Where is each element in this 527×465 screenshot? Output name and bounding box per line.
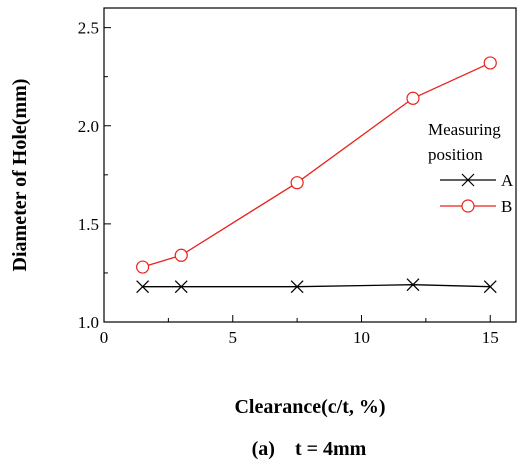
y-tick-label: 1.0 [78,313,99,332]
data-point-B [483,56,497,70]
plot-frame [103,7,517,323]
x-tick-label: 10 [353,328,370,347]
y-tick-label: 2.0 [78,117,99,136]
y-tick-label: 2.5 [78,19,99,38]
data-point-A [136,280,150,294]
marker-stroke [483,280,497,294]
legend-title-line2: position [428,145,483,164]
series-B [136,56,497,274]
data-point-B [406,91,420,105]
legend-label-B: B [501,197,512,216]
x-tick-label: 0 [100,328,109,347]
axis-ticks: 0 5 10 15 1.0 1.5 2.0 2.5 [78,19,499,347]
y-tick-label: 1.5 [78,215,99,234]
plot-border [103,7,517,323]
x-tick-label: 5 [229,328,238,347]
figure-caption: (a) t = 4mm [252,438,367,460]
x-tick-label: 15 [482,328,499,347]
legend-marker-B [461,199,475,213]
series-line-B [142,62,491,268]
marker-stroke [290,280,304,294]
y-axis-label: Diameter of Hole(mm) [9,79,31,272]
data-point-B [290,176,304,190]
data-point-A [406,278,420,292]
legend-marker-A [461,173,475,187]
marker-stroke [406,278,420,292]
data-point-A [483,280,497,294]
data-point-A [290,280,304,294]
marker-stroke [136,280,150,294]
legend-title-line1: Measuring [428,120,501,139]
x-axis-label: Clearance(c/t, %) [234,396,385,418]
data-point-A [174,280,188,294]
data-point-B [174,248,188,262]
legend-label-A: A [501,171,514,190]
series-layer [136,56,497,294]
legend-entry-B: B [440,197,512,216]
marker-stroke [174,280,188,294]
marker-stroke [461,173,475,187]
legend: Measuring position AB [428,120,514,216]
series-A [136,278,497,294]
series-line-A [142,284,491,288]
data-point-B [136,260,150,274]
legend-entries: AB [440,171,514,216]
legend-entry-A: A [440,171,514,190]
